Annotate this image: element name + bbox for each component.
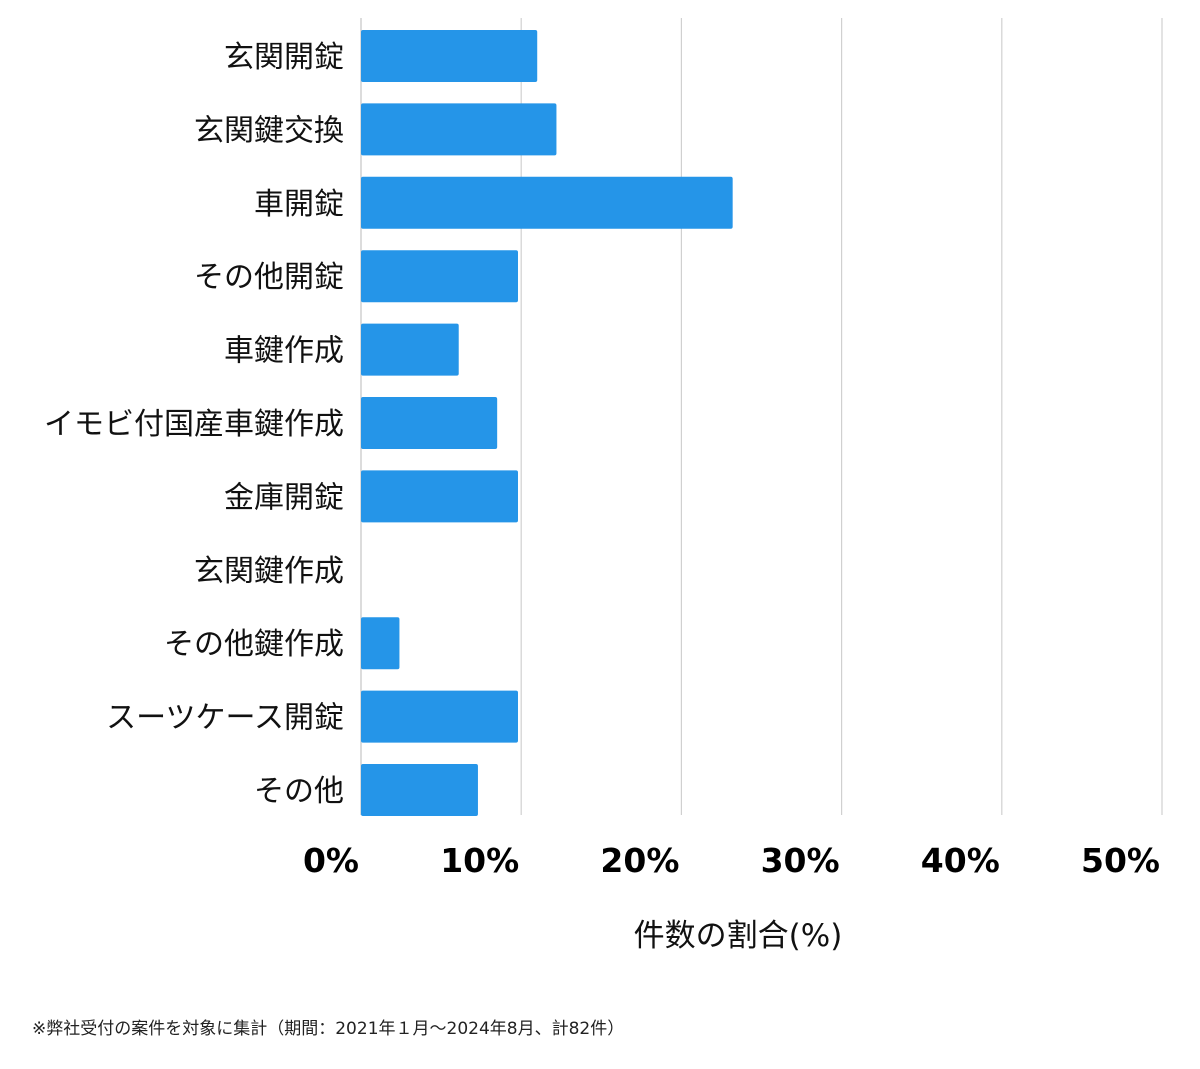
bars xyxy=(361,30,733,816)
bar xyxy=(361,103,557,156)
bar xyxy=(361,176,733,229)
bar xyxy=(361,690,518,743)
x-tick-label: 30% xyxy=(761,841,840,880)
category-label: 金庫開錠 xyxy=(224,480,344,515)
category-label: その他開錠 xyxy=(194,260,344,295)
bar xyxy=(361,470,518,523)
x-tick-label: 10% xyxy=(440,841,519,880)
bar xyxy=(361,397,498,449)
x-tick-label: 50% xyxy=(1081,841,1160,880)
bar xyxy=(361,764,478,816)
x-tick-label: 20% xyxy=(600,841,679,880)
category-label: 車開錠 xyxy=(254,187,344,222)
category-labels: 玄関開錠玄関鍵交換車開錠その他開錠車鍵作成イモビ付国産車鍵作成金庫開錠玄関鍵作成… xyxy=(44,40,344,809)
chart: 玄関開錠玄関鍵交換車開錠その他開錠車鍵作成イモビ付国産車鍵作成金庫開錠玄関鍵作成… xyxy=(44,18,1163,954)
x-axis-title: 件数の割合(%) xyxy=(634,918,843,954)
category-label: その他鍵作成 xyxy=(164,627,344,662)
bar xyxy=(361,323,459,376)
bar xyxy=(361,30,538,82)
x-tick-label: 0% xyxy=(303,841,359,880)
bar xyxy=(361,617,400,670)
bar xyxy=(361,250,518,303)
category-label: その他 xyxy=(254,774,344,809)
category-label: 玄関鍵交換 xyxy=(194,113,344,148)
category-label: 玄関開錠 xyxy=(224,40,344,75)
category-label: 玄関鍵作成 xyxy=(194,554,344,589)
category-label: スーツケース開錠 xyxy=(106,701,344,736)
category-label: 車鍵作成 xyxy=(224,334,344,369)
footnote: ※弊社受付の案件を対象に集計（期間：2021年１月〜2024年8月、計82件） xyxy=(32,1019,625,1039)
category-label: イモビ付国産車鍵作成 xyxy=(44,407,344,442)
x-tick-label: 40% xyxy=(921,841,1000,880)
x-tick-labels: 0% 10% 20% 30% 40% 50% xyxy=(303,841,1160,880)
